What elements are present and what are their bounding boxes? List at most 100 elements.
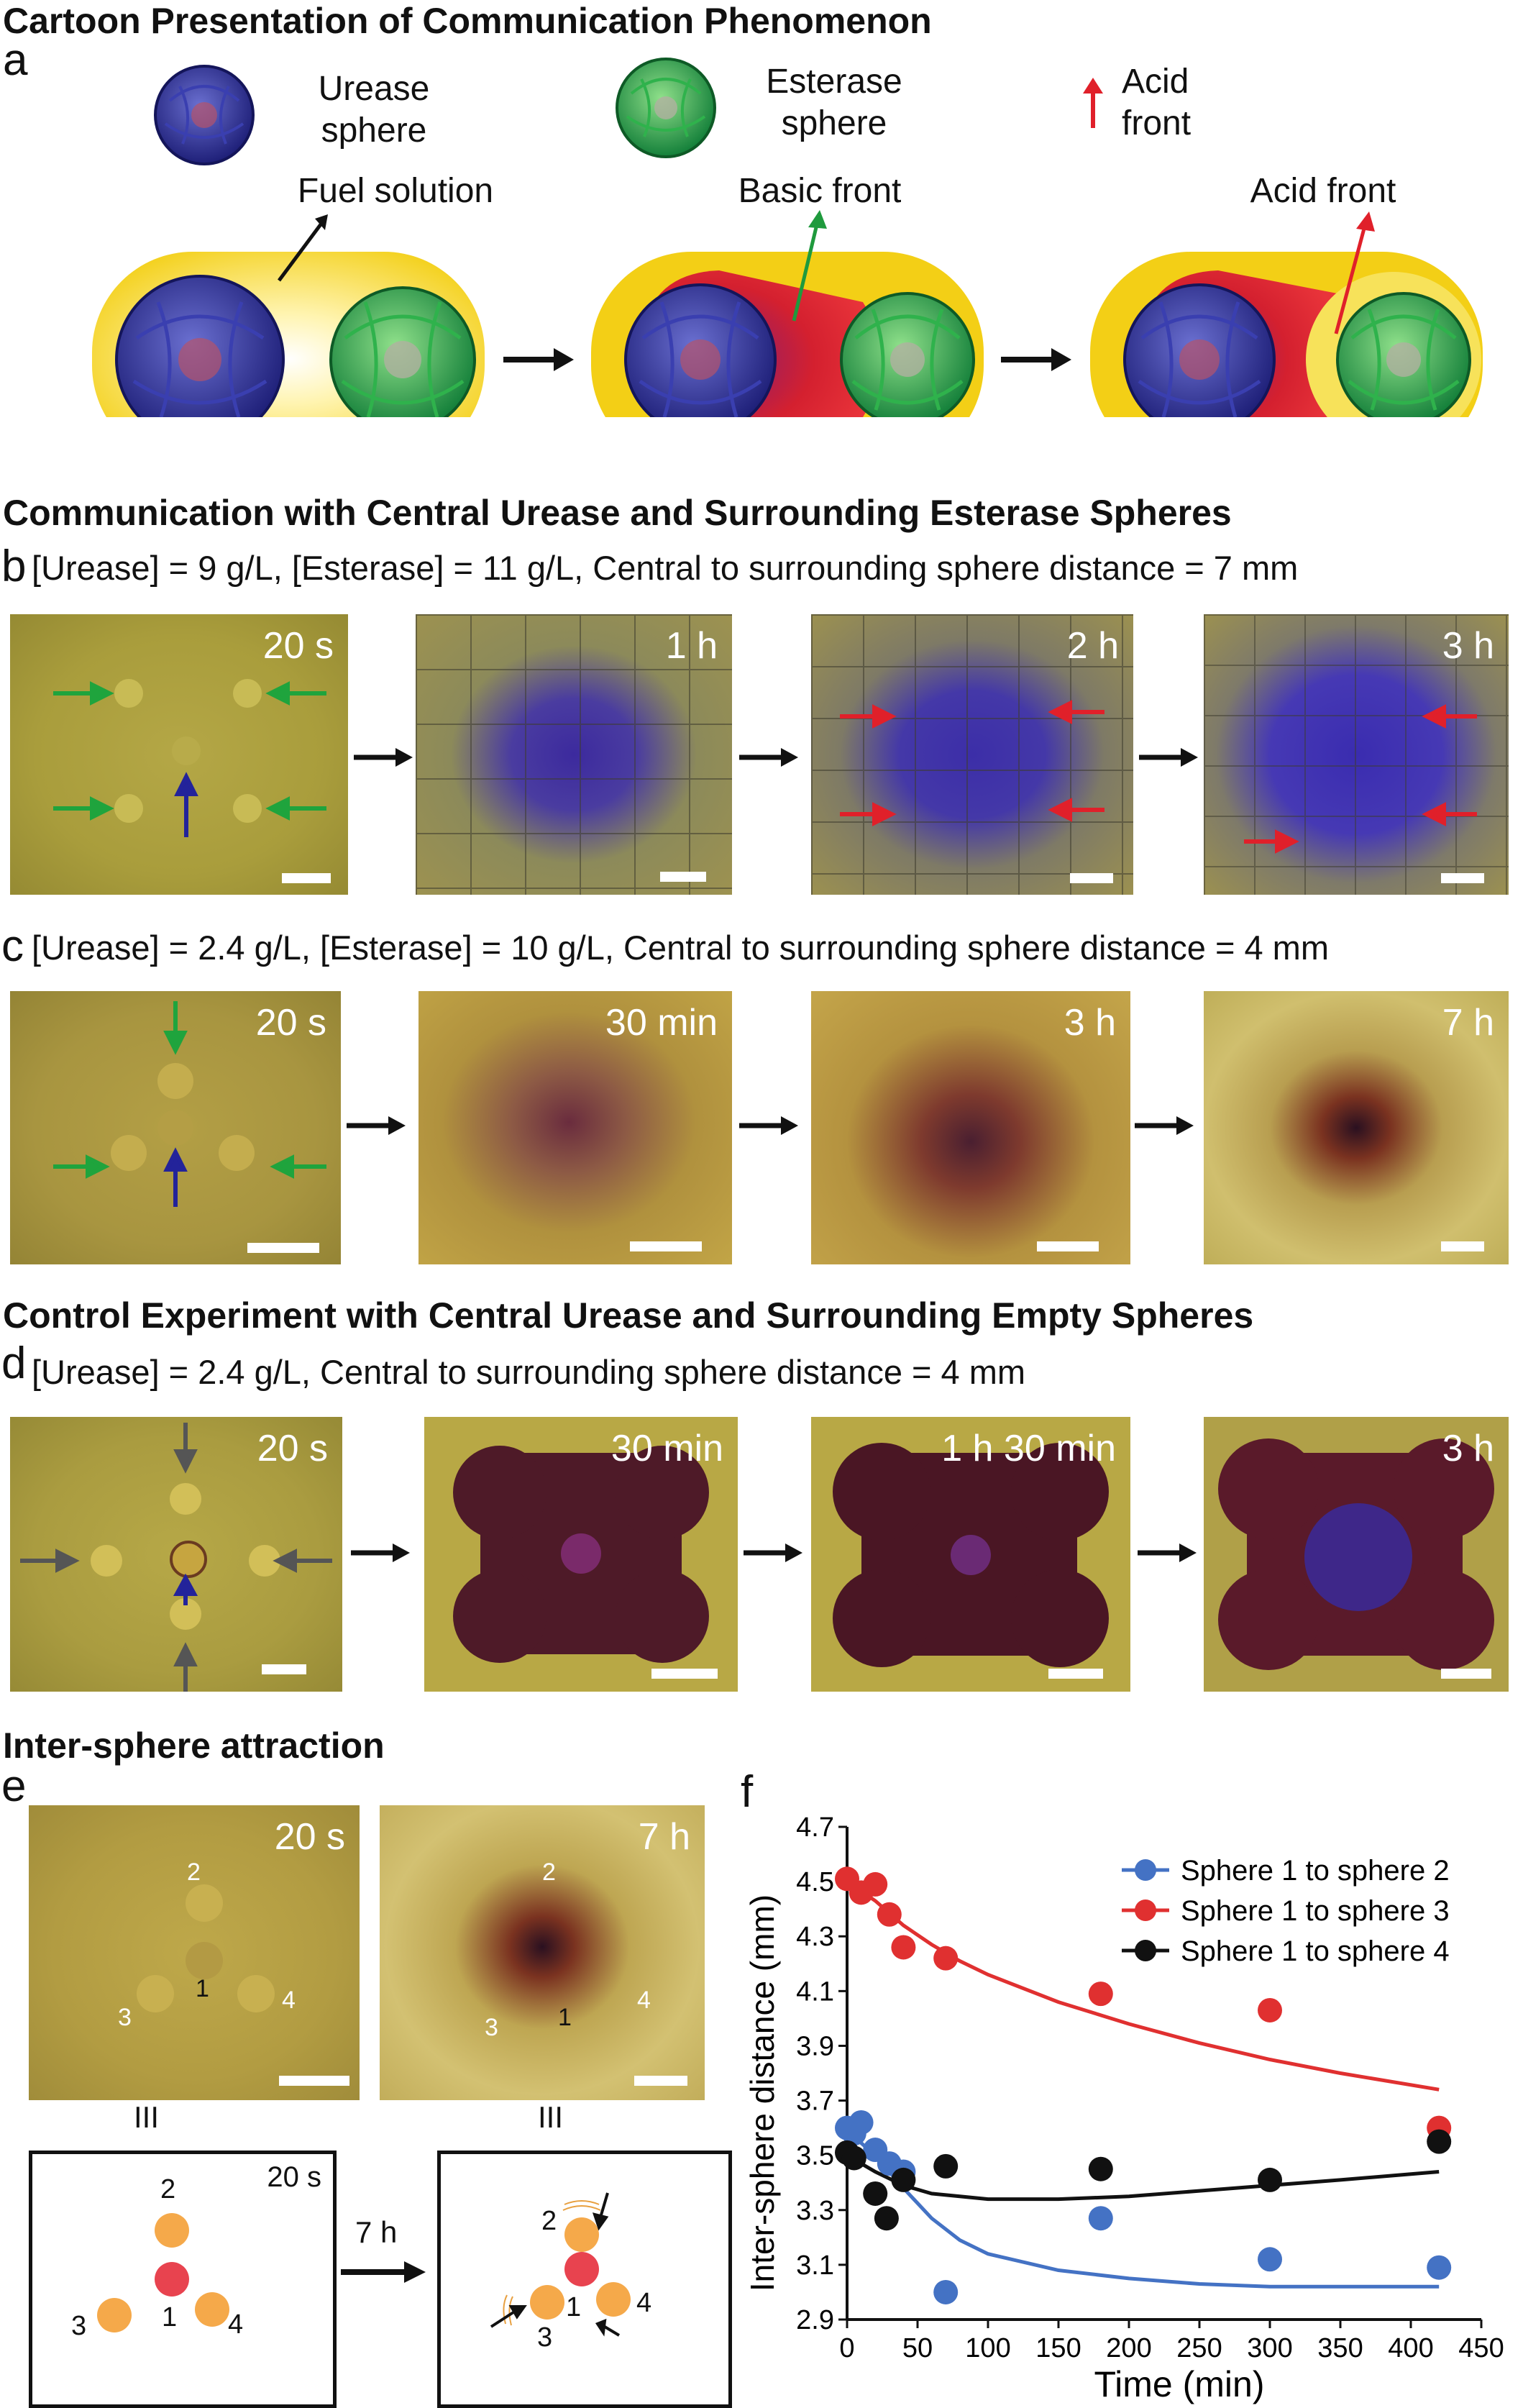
direction-arrows: [20, 1423, 332, 1692]
sphere-number: 3: [118, 2004, 132, 2031]
data-point-series-3: [1258, 2167, 1282, 2192]
panel-d-condition: [Urease] = 2.4 g/L, Central to surroundi…: [32, 1353, 1026, 1391]
sphere-number: 4: [228, 2309, 244, 2340]
scale-bar: [282, 873, 331, 883]
panel-b-title: Communication with Central Urease and Su…: [3, 493, 1232, 533]
scene-1-fuel: [92, 214, 485, 417]
sphere-3: [530, 2285, 564, 2320]
sequence-arrow: [354, 748, 413, 767]
x-tick-label: 350: [1317, 2333, 1363, 2363]
x-tick-label: 200: [1106, 2333, 1151, 2363]
scale-bar: [651, 1669, 718, 1679]
time-stamp: 7 h: [1442, 1002, 1494, 1044]
scale-bar: [634, 2076, 687, 2086]
sphere-number: 1: [162, 2302, 178, 2332]
photo-d-3: 1 h 30 min: [811, 1417, 1130, 1692]
data-point-series-2: [933, 1946, 959, 1971]
sphere-number: 1: [558, 2004, 572, 2031]
schematic-time: 20 s: [267, 2161, 321, 2193]
sphere-4: [195, 2292, 229, 2327]
photo-b-3: 2 h: [811, 614, 1133, 895]
time-stamp: 30 min: [605, 1002, 718, 1044]
data-point-series-1: [1088, 2206, 1113, 2231]
esterase-label-1: Esterase: [766, 63, 902, 101]
scale-bar: [660, 872, 706, 882]
panel-c-condition: [Urease] = 2.4 g/L, [Esterase] = 10 g/L,…: [32, 929, 1329, 967]
urease-label-1: Urease: [318, 70, 430, 108]
data-point-series-3: [891, 2167, 916, 2192]
x-tick-label: 0: [839, 2333, 854, 2363]
sphere-number: 4: [636, 2288, 652, 2318]
sphere-number: 2: [160, 2174, 176, 2204]
panel-letter-f: f: [741, 1767, 754, 1817]
data-points: [835, 1866, 1452, 2304]
data-point-series-3: [874, 2206, 899, 2231]
data-point-series-2: [1088, 1981, 1113, 2007]
y-tick-label: 4.3: [796, 1922, 834, 1952]
y-tick-label: 4.5: [796, 1867, 834, 1897]
red-arrows: [1244, 704, 1477, 854]
red-arrows: [840, 700, 1104, 826]
green-arrows: [53, 681, 326, 837]
sphere-number: 4: [282, 1987, 296, 2014]
panel-d-title: Control Experiment with Central Urease a…: [3, 1295, 1254, 1336]
x-tick-label: 400: [1388, 2333, 1433, 2363]
sequence-arrow: [351, 1543, 410, 1562]
esterase-sphere-legend-icon: [616, 58, 716, 158]
scene-2-basic-front: [591, 210, 984, 417]
sphere-1: [564, 2252, 599, 2286]
data-point-series-1: [1258, 2247, 1282, 2272]
acid-label-1: Acid: [1122, 63, 1189, 101]
cartoon-title: Cartoon Presentation of Communication Ph…: [3, 1, 932, 41]
y-tick-label: 3.1: [796, 2250, 834, 2281]
time-stamp: 7 h: [638, 1816, 690, 1858]
time-stamp: 1 h: [665, 625, 718, 667]
photo-d-4: 3 h: [1204, 1417, 1509, 1692]
time-stamp: 2 h: [1066, 625, 1119, 667]
acid-label-2: front: [1122, 104, 1192, 142]
scale-bar: [1441, 1241, 1484, 1251]
sphere-number: 2: [187, 1859, 201, 1886]
photo-d-2: 30 min: [424, 1417, 738, 1692]
legend-label: Sphere 1 to sphere 3: [1181, 1895, 1450, 1927]
sphere-number: 2: [541, 2206, 557, 2236]
x-tick-label: 50: [902, 2333, 933, 2363]
sequence-arrow: [739, 1116, 798, 1135]
sphere-2: [155, 2213, 189, 2248]
scene-arrow-1: [503, 348, 574, 371]
photo-b-4: 3 h: [1204, 614, 1509, 895]
panel-letter-d: d: [1, 1338, 27, 1388]
fuel-solution-label: Fuel solution: [297, 172, 494, 210]
basic-front-label: Basic front: [738, 172, 902, 210]
photo-c-2: 30 min: [419, 991, 732, 1264]
data-point-series-2: [891, 1935, 916, 1960]
fit-line-series-1: [846, 2129, 1440, 2289]
panel-e-title: Inter-sphere attraction: [3, 1725, 385, 1766]
legend-label: Sphere 1 to sphere 4: [1181, 1935, 1450, 1967]
panel-letter-b: b: [1, 542, 27, 591]
y-tick-label: 3.3: [796, 2196, 834, 2226]
time-stamp: 1 h 30 min: [941, 1428, 1116, 1469]
scale-bar: [262, 1664, 306, 1674]
time-stamp: 30 min: [610, 1428, 723, 1469]
scale-bar: [247, 1243, 319, 1253]
data-point-series-2: [877, 1902, 902, 1927]
data-point-series-3: [863, 2181, 888, 2206]
acid-front-legend-icon: [1083, 78, 1103, 128]
photo-e-1: 20 s 2 1 3 4: [29, 1805, 360, 2100]
data-point-series-2: [863, 1871, 888, 1897]
sphere-number: 2: [542, 1859, 556, 1886]
scene-3-acid-front: [1090, 211, 1483, 417]
cartoon-diagram: [92, 58, 1483, 417]
panel-letter-a: a: [3, 35, 28, 85]
sequence-arrow: [739, 748, 798, 767]
y-tick-label: 4.7: [796, 1812, 834, 1843]
data-point-series-3: [1088, 2156, 1113, 2181]
transition-label: 7 h: [355, 2215, 398, 2249]
sequence-arrow: [1135, 1116, 1194, 1135]
sequence-arrow: [347, 1116, 406, 1135]
legend-label: Sphere 1 to sphere 2: [1181, 1855, 1450, 1887]
chart-axes: 0 50 100 150 200 250 300 350 400 450 2.9 3.1 3.3 3.5 3…: [796, 1812, 1504, 2363]
x-tick-label: 450: [1458, 2333, 1504, 2363]
attraction-diagram: [490, 2192, 631, 2337]
